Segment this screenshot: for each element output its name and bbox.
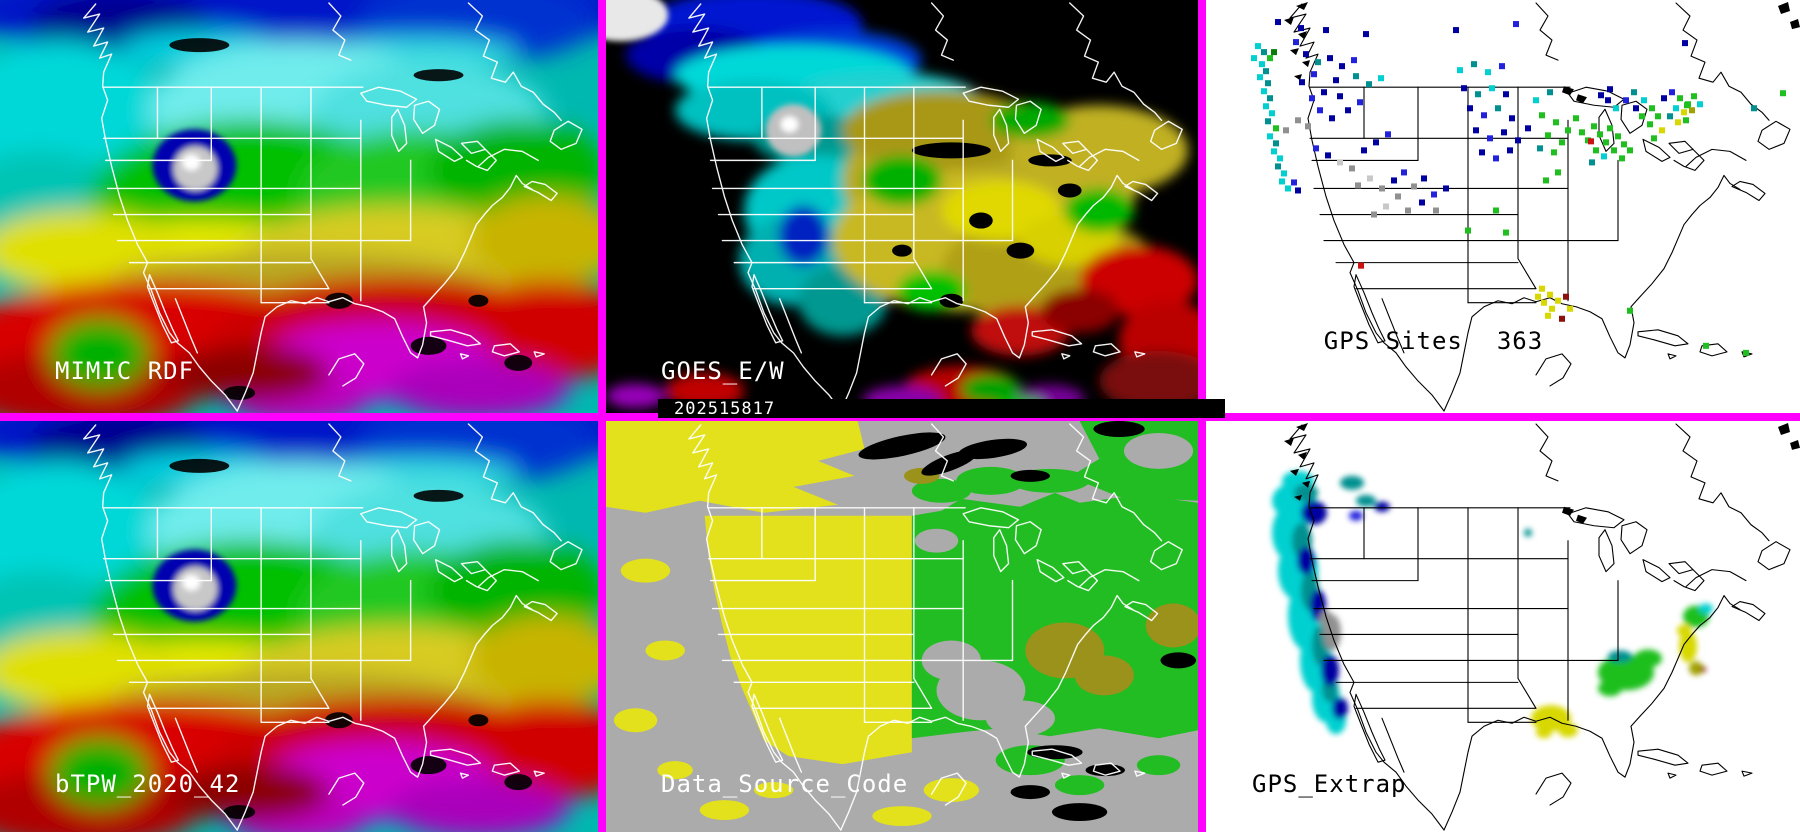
- panel-label-btpw: bTPW_2020_42: [55, 770, 241, 798]
- panel-gps-sites[interactable]: GPS Sites 363: [1206, 0, 1800, 413]
- panel-label-data-source: Data_Source_Code: [661, 770, 909, 798]
- timestamp-text: 202515817: [674, 398, 776, 419]
- panel-label-goes: GOES_E/W: [661, 357, 785, 385]
- gps-extrap-field: [1272, 470, 1713, 739]
- timestamp-bar: 202515817: [658, 398, 1225, 419]
- panel-label-gps-sites: GPS Sites 363: [1262, 299, 1543, 383]
- gps-sites-count: 363: [1496, 327, 1544, 355]
- panel-data-source-code[interactable]: Data_Source_Code: [606, 421, 1198, 832]
- panel-label-gps-extrap: GPS_Extrap: [1252, 770, 1407, 798]
- panel-btpw[interactable]: bTPW_2020_42: [0, 421, 598, 832]
- panel-mimic-rdf[interactable]: MIMIC RDF: [0, 0, 598, 413]
- goes-ew-map-image: [606, 0, 1198, 413]
- panel-gps-extrap[interactable]: GPS_Extrap: [1206, 421, 1800, 832]
- panel-goes-ew[interactable]: GOES_E/W: [606, 0, 1198, 413]
- mimic-rdf-map-image: [0, 0, 598, 413]
- gps-sites-map-image: [1206, 0, 1800, 413]
- gps-extrap-map-image: [1206, 421, 1800, 832]
- panel-label-mimic: MIMIC RDF: [55, 357, 195, 385]
- gps-sites-title: GPS Sites: [1323, 327, 1463, 355]
- gps-site-markers: [1251, 19, 1786, 356]
